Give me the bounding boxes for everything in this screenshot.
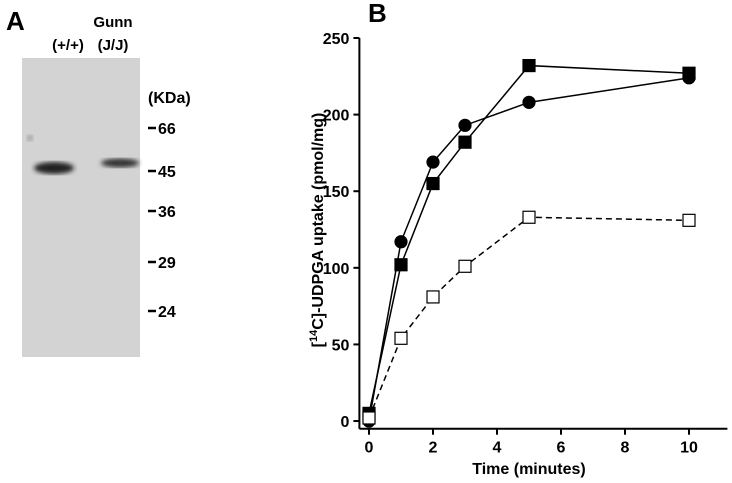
x-axis-label: Time (minutes): [472, 461, 586, 478]
y-label-sup: 14: [308, 329, 320, 342]
y-tick-label: 100: [323, 261, 350, 278]
point: [458, 118, 472, 132]
marker-label: 66: [158, 121, 176, 138]
marker-label: 24: [158, 304, 176, 321]
band: [101, 158, 139, 168]
point: [426, 155, 440, 169]
series-line: [368, 64, 690, 414]
series-line: [368, 77, 690, 422]
point: [426, 290, 440, 304]
point: [362, 411, 376, 425]
marker-label: 45: [158, 164, 176, 181]
marker-label: 36: [158, 204, 176, 221]
point: [522, 58, 536, 73]
panel-letter: A: [6, 6, 25, 36]
y-tick-label: 0: [340, 414, 349, 431]
x-tick-label: 8: [621, 440, 630, 457]
y-tick-label: 250: [323, 31, 350, 48]
y-axis-label: [14C]-UDPGA uptake (pmol/mg): [308, 113, 327, 348]
lane-label: (J/J): [98, 37, 129, 54]
point: [426, 176, 440, 191]
blot: [22, 58, 140, 357]
point: [458, 135, 472, 149]
x-tick-label: 6: [557, 440, 566, 457]
point: [394, 235, 408, 249]
x-tick-label: 0: [365, 440, 374, 457]
x-tick-label: 10: [680, 440, 698, 457]
point: [522, 95, 536, 109]
marker-label: 29: [158, 255, 176, 272]
y-label-part: [: [310, 341, 327, 347]
point: [394, 331, 408, 345]
spot: [27, 135, 33, 141]
y-tick-label: 200: [323, 108, 350, 125]
lane-label: Gunn: [93, 14, 132, 31]
panel-letter: B: [368, 0, 387, 28]
series-line: [368, 216, 690, 419]
lane-label: (+/+): [52, 37, 84, 54]
x-tick-label: 4: [493, 440, 502, 457]
y-label-part: C]-UDPGA uptake (pmol/mg): [310, 113, 327, 330]
point: [458, 259, 472, 273]
y-tick-label: 150: [323, 184, 350, 201]
y-tick-label: 50: [332, 337, 350, 354]
point: [682, 213, 696, 227]
point: [394, 258, 408, 272]
x-tick-label: 2: [429, 440, 438, 457]
point: [682, 66, 696, 80]
band: [34, 162, 74, 174]
point: [522, 210, 536, 224]
unit-label: (KDa): [148, 90, 191, 107]
